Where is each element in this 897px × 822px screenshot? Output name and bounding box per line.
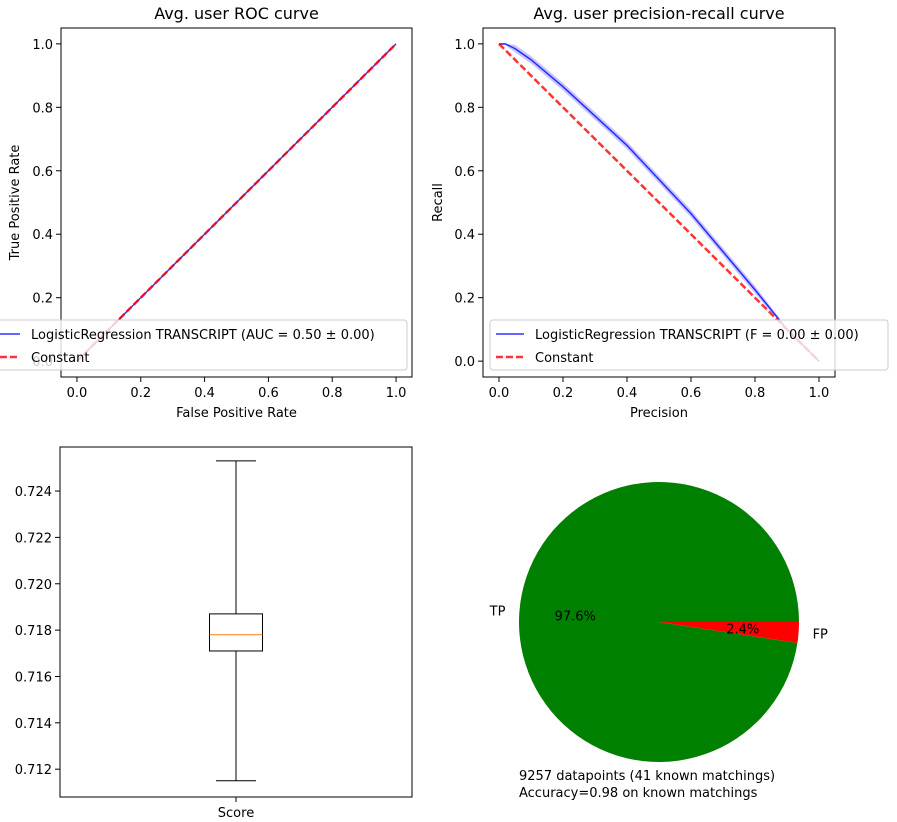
boxplot-y-tick-label: 0.718	[15, 624, 52, 639]
roc-y-tick-label: 0.2	[32, 292, 53, 307]
boxplot-y-tick-label: 0.722	[15, 531, 52, 546]
pie-slice-fp	[659, 622, 799, 644]
roc-axes-frame	[60, 27, 413, 378]
pr-legend-constant-label: Constant	[535, 351, 593, 366]
pr-x-axis-label: Precision	[630, 406, 688, 421]
boxplot-box	[209, 613, 263, 652]
roc-legend-constant-label: Constant	[31, 351, 89, 366]
roc-x-axis-label: False Positive Rate	[176, 406, 297, 421]
pr-y-axis-label: Recall	[431, 183, 446, 222]
roc-legend-box	[0, 319, 408, 371]
pr-y-tick-label: 0.8	[454, 101, 475, 116]
pr-legend-box	[489, 319, 889, 371]
roc-y-axis-label: True Positive Rate	[8, 145, 23, 262]
boxplot-y-tick-label: 0.716	[15, 670, 52, 685]
roc-constant-curve	[76, 42, 397, 363]
pie-annotation-accuracy: Accuracy=0.98 on known matchings	[519, 786, 758, 801]
pr-y-tick-label: 1.0	[454, 38, 475, 53]
boxplot-y-tick-label: 0.720	[15, 578, 52, 593]
roc-x-tick-label: 0.6	[258, 386, 279, 401]
pr-legend-model-label: LogisticRegression TRANSCRIPT (F = 0.00 …	[535, 328, 859, 343]
boxplot-y-tick-label: 0.724	[15, 485, 52, 500]
pr-x-tick-label: 0.8	[745, 386, 766, 401]
roc-legend-model-label: LogisticRegression TRANSCRIPT (AUC = 0.5…	[31, 328, 375, 343]
pr-y-tick-label: 0.2	[454, 292, 475, 307]
roc-y-tick-label: 0.6	[32, 165, 53, 180]
pr-constant-curve	[498, 42, 820, 363]
pie-label-tp: TP	[489, 604, 506, 619]
pr-legend: LogisticRegression TRANSCRIPT (F = 0.00 …	[489, 319, 889, 371]
roc-legend: LogisticRegression TRANSCRIPT (AUC = 0.5…	[0, 319, 408, 371]
pr-y-tick-label: 0.4	[454, 228, 475, 243]
pr-model-curve	[499, 43, 820, 362]
pr-x-tick-label: 0.6	[681, 386, 702, 401]
score-boxplot-panel: 0.712 0.714 0.716 0.718 0.720 0.722 0.724 Scor…	[15, 446, 413, 821]
pr-x-tick-label: 0.4	[617, 386, 638, 401]
pr-x-tick-label: 1.0	[809, 386, 830, 401]
pie-annotation-datapoints: 9257 datapoints (41 known matchings)	[519, 769, 775, 784]
roc-x-tick-label: 0.2	[130, 386, 151, 401]
pr-x-tick-label: 0.2	[553, 386, 574, 401]
pr-title: Avg. user precision-recall curve	[533, 4, 784, 23]
roc-x-tick-label: 0.4	[194, 386, 215, 401]
pr-panel: 0.0 0.2 0.4 0.6 0.8 1.0 0.0 0.2 0.4 0.6 0.8 1.0 Av…	[431, 4, 889, 421]
roc-x-tick-label: 0.0	[67, 386, 88, 401]
pie-percent-fp: 2.4%	[726, 622, 759, 637]
roc-panel: 0.00.20.40.60.81.0 0.00.20.40.60.81.0 Av…	[0, 4, 413, 421]
boxplot-y-tick-label: 0.712	[15, 763, 52, 778]
roc-y-tick-label: 1.0	[32, 38, 53, 53]
pie-label-fp: FP	[813, 628, 828, 643]
pie-panel: TP 97.6% FP 2.4% 9257 datapoints (41 known …	[489, 482, 828, 801]
roc-x-tick-label: 0.8	[322, 386, 343, 401]
pie-percent-tp: 97.6%	[555, 610, 596, 625]
boxplot-y-tick-label: 0.714	[15, 717, 52, 732]
pr-y-tick-label: 0.6	[454, 165, 475, 180]
pr-y-tick-label: 0.0	[454, 355, 475, 370]
roc-y-tick-label: 0.8	[32, 101, 53, 116]
pr-x-tick-label: 0.0	[489, 386, 510, 401]
roc-x-tick-label: 1.0	[386, 386, 407, 401]
boxplot-x-tick-label: Score	[218, 806, 254, 821]
roc-y-tick-label: 0.4	[32, 228, 53, 243]
pr-axes-frame	[482, 27, 836, 378]
roc-title: Avg. user ROC curve	[154, 4, 319, 23]
